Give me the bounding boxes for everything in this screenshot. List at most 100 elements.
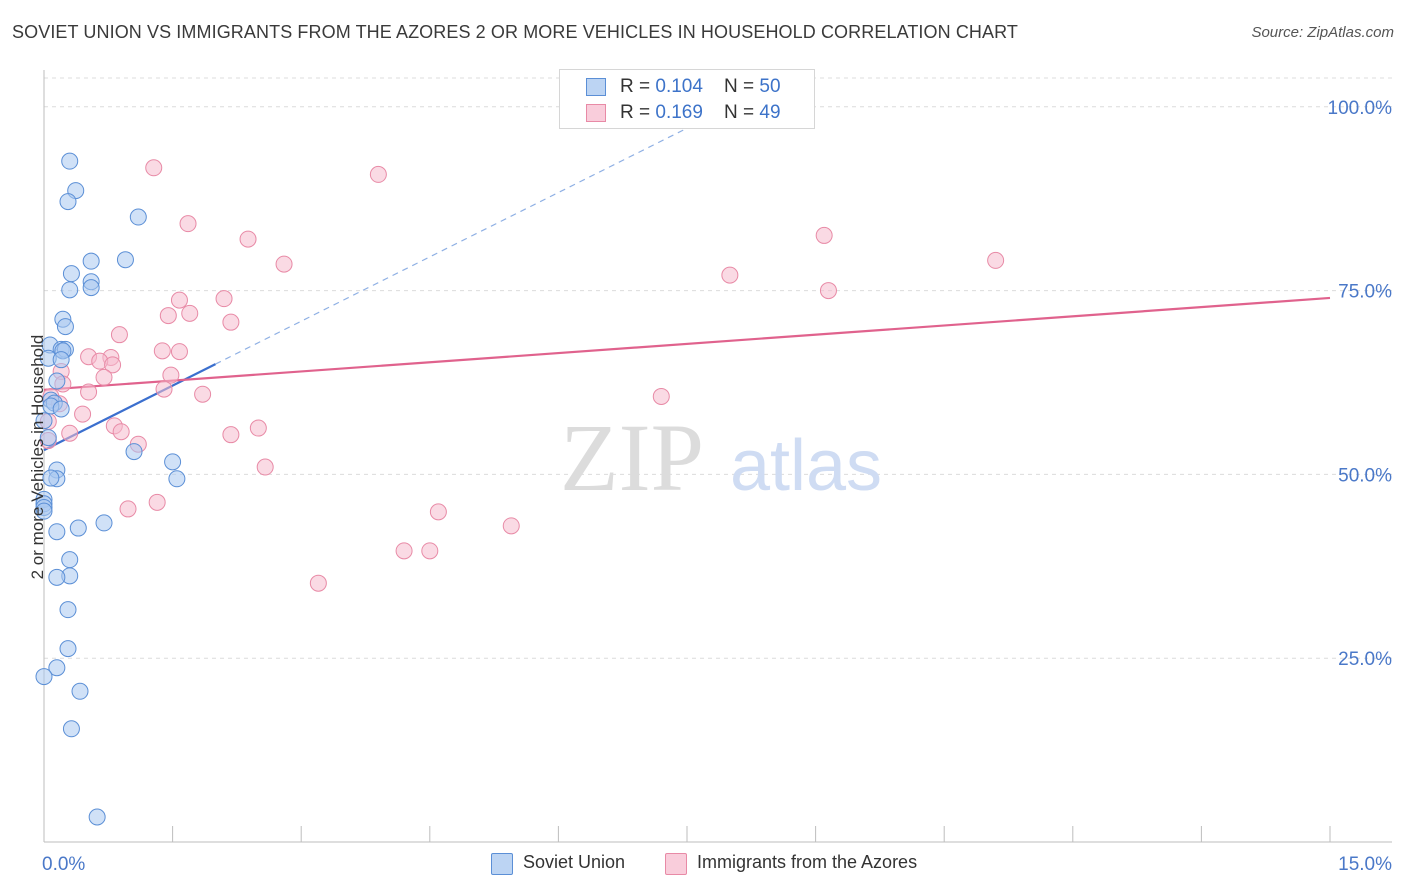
r-value: 0.104 [655,76,703,97]
soviet-union-point [59,601,77,619]
soviet-union-point [125,443,143,461]
soviet-union-point [35,502,53,520]
azores-point [239,230,257,248]
soviet-union-point [95,514,113,532]
soviet-union-point [59,640,77,658]
azores-point [148,493,166,511]
soviet-union-point [82,279,100,297]
azores-point [80,383,98,401]
x-tick-label: 15.0% [1338,854,1392,875]
soviet-union-point [39,429,57,447]
azores-point [215,290,233,308]
azores-point [502,517,520,535]
chart-title: SOVIET UNION VS IMMIGRANTS FROM THE AZOR… [12,22,1019,42]
azores-point [819,282,837,300]
azores-point [421,542,439,560]
soviet-union-point [61,152,79,170]
watermark-zip: ZIP [560,404,704,511]
azores-point [987,251,1005,269]
soviet-union-legend-swatch [491,853,513,875]
x-tick-label: 0.0% [42,854,85,875]
n-value: 50 [759,76,781,97]
n-label: N = [724,76,760,97]
trend-lines [43,106,1331,452]
azores-point [74,405,92,423]
soviet-union-point [62,265,80,283]
azores-point [815,226,833,244]
soviet-union-point [61,281,79,299]
azores-point [249,419,267,437]
azores-point [112,423,130,441]
r-label: R = [620,76,656,97]
y-tick-label: 75.0% [1338,282,1392,303]
soviet-union-point [56,318,74,336]
soviet-union-point [52,400,70,418]
soviet-union-point [164,453,182,471]
azores-point [61,424,79,442]
soviet-union-point [48,523,66,541]
y-tick-label: 50.0% [1338,465,1392,486]
soviet-union-trend-extension [215,106,731,365]
soviet-union-point [61,551,79,569]
soviet-union-point [168,470,186,488]
soviet-union-point [48,568,66,586]
soviet-union-point [35,668,53,686]
r-label: R = [620,102,656,123]
y-tick-label: 25.0% [1338,649,1392,670]
azores-point [95,368,113,386]
azores-point [162,366,180,384]
source-label: Source: ZipAtlas.com [1251,24,1394,41]
y-tick-label: 100.0% [1328,98,1393,119]
n-label: N = [724,102,760,123]
watermark: ZIP atlas [560,404,882,511]
soviet-union-point [71,682,89,700]
azores-point [145,159,163,177]
scatter-points [35,152,1005,826]
azores-point [222,426,240,444]
azores-point [104,356,122,374]
azores-point [170,291,188,309]
azores-point [369,165,387,183]
soviet-union-point [48,372,66,390]
legend-label: Soviet Union [523,852,626,872]
soviet-union-point [69,519,87,537]
azores-point [222,313,240,331]
azores-point [155,380,173,398]
azores-point [309,574,327,592]
tick-labels: 25.0% 50.0% 75.0% 100.0% 0.0% 15.0% [42,98,1392,875]
soviet-union-point [42,469,60,487]
azores-point [256,458,274,476]
legend-label: Immigrants from the Azores [697,852,918,872]
azores-point [119,500,137,518]
stats-legend: R = 0.104 N = 50 R = 0.169 N = 49 [559,69,815,129]
azores-point [110,326,128,344]
soviet-union-point [88,808,106,826]
gridlines [44,77,1392,659]
azores-point [159,307,177,325]
azores-point [153,342,171,360]
axes [43,70,1392,843]
series-legend: Soviet Union Immigrants from the Azores [0,852,1406,878]
azores-legend-swatch [665,853,687,875]
soviet-union-point [82,252,100,270]
n-value: 49 [759,102,781,123]
soviet-union-point [52,351,70,369]
azores-point [181,304,199,322]
soviet-union-point [129,208,147,226]
r-value: 0.169 [655,102,703,123]
azores-point [429,503,447,521]
soviet-union-swatch [586,78,606,96]
azores-point [652,387,670,405]
azores-point [179,215,197,233]
y-axis-title: 2 or more Vehicles in Household [28,334,47,580]
azores-point [170,343,188,361]
soviet-union-point [59,193,77,211]
azores-point [395,542,413,560]
soviet-union-point [62,720,80,738]
soviet-union-point [35,412,53,430]
azores-point [194,385,212,403]
azores-point [721,266,739,284]
azores-swatch [586,104,606,122]
watermark-atlas: atlas [730,426,882,506]
